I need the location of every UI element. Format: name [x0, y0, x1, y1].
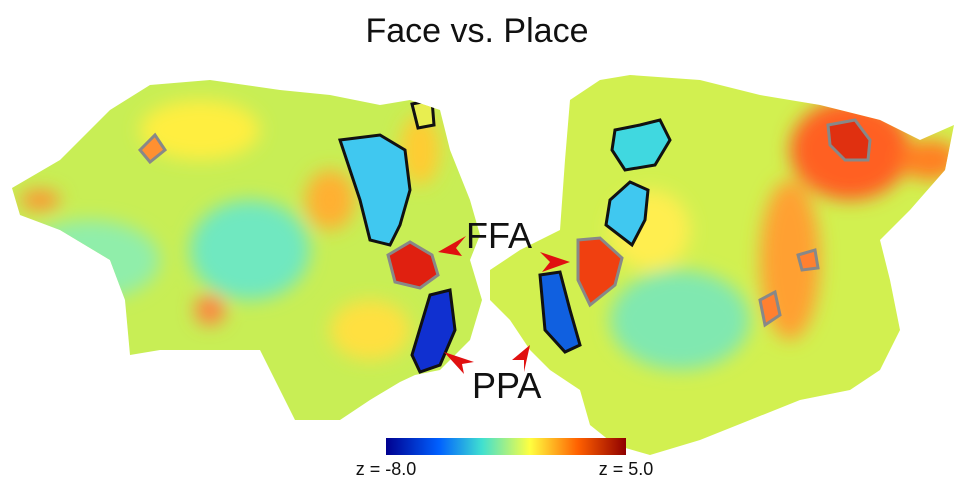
figure: Face vs. Place — [0, 0, 954, 481]
colorbar-max: z = 5.0 — [599, 459, 654, 479]
page: Face vs. Place — [0, 0, 954, 481]
left-hemisphere — [0, 70, 500, 440]
title: Face vs. Place — [366, 12, 589, 50]
colorbar-min: z = -8.0 — [356, 459, 417, 479]
colorbar — [386, 438, 626, 455]
ppa-label: PPA — [472, 365, 541, 406]
ffa-label: FFA — [466, 215, 532, 256]
